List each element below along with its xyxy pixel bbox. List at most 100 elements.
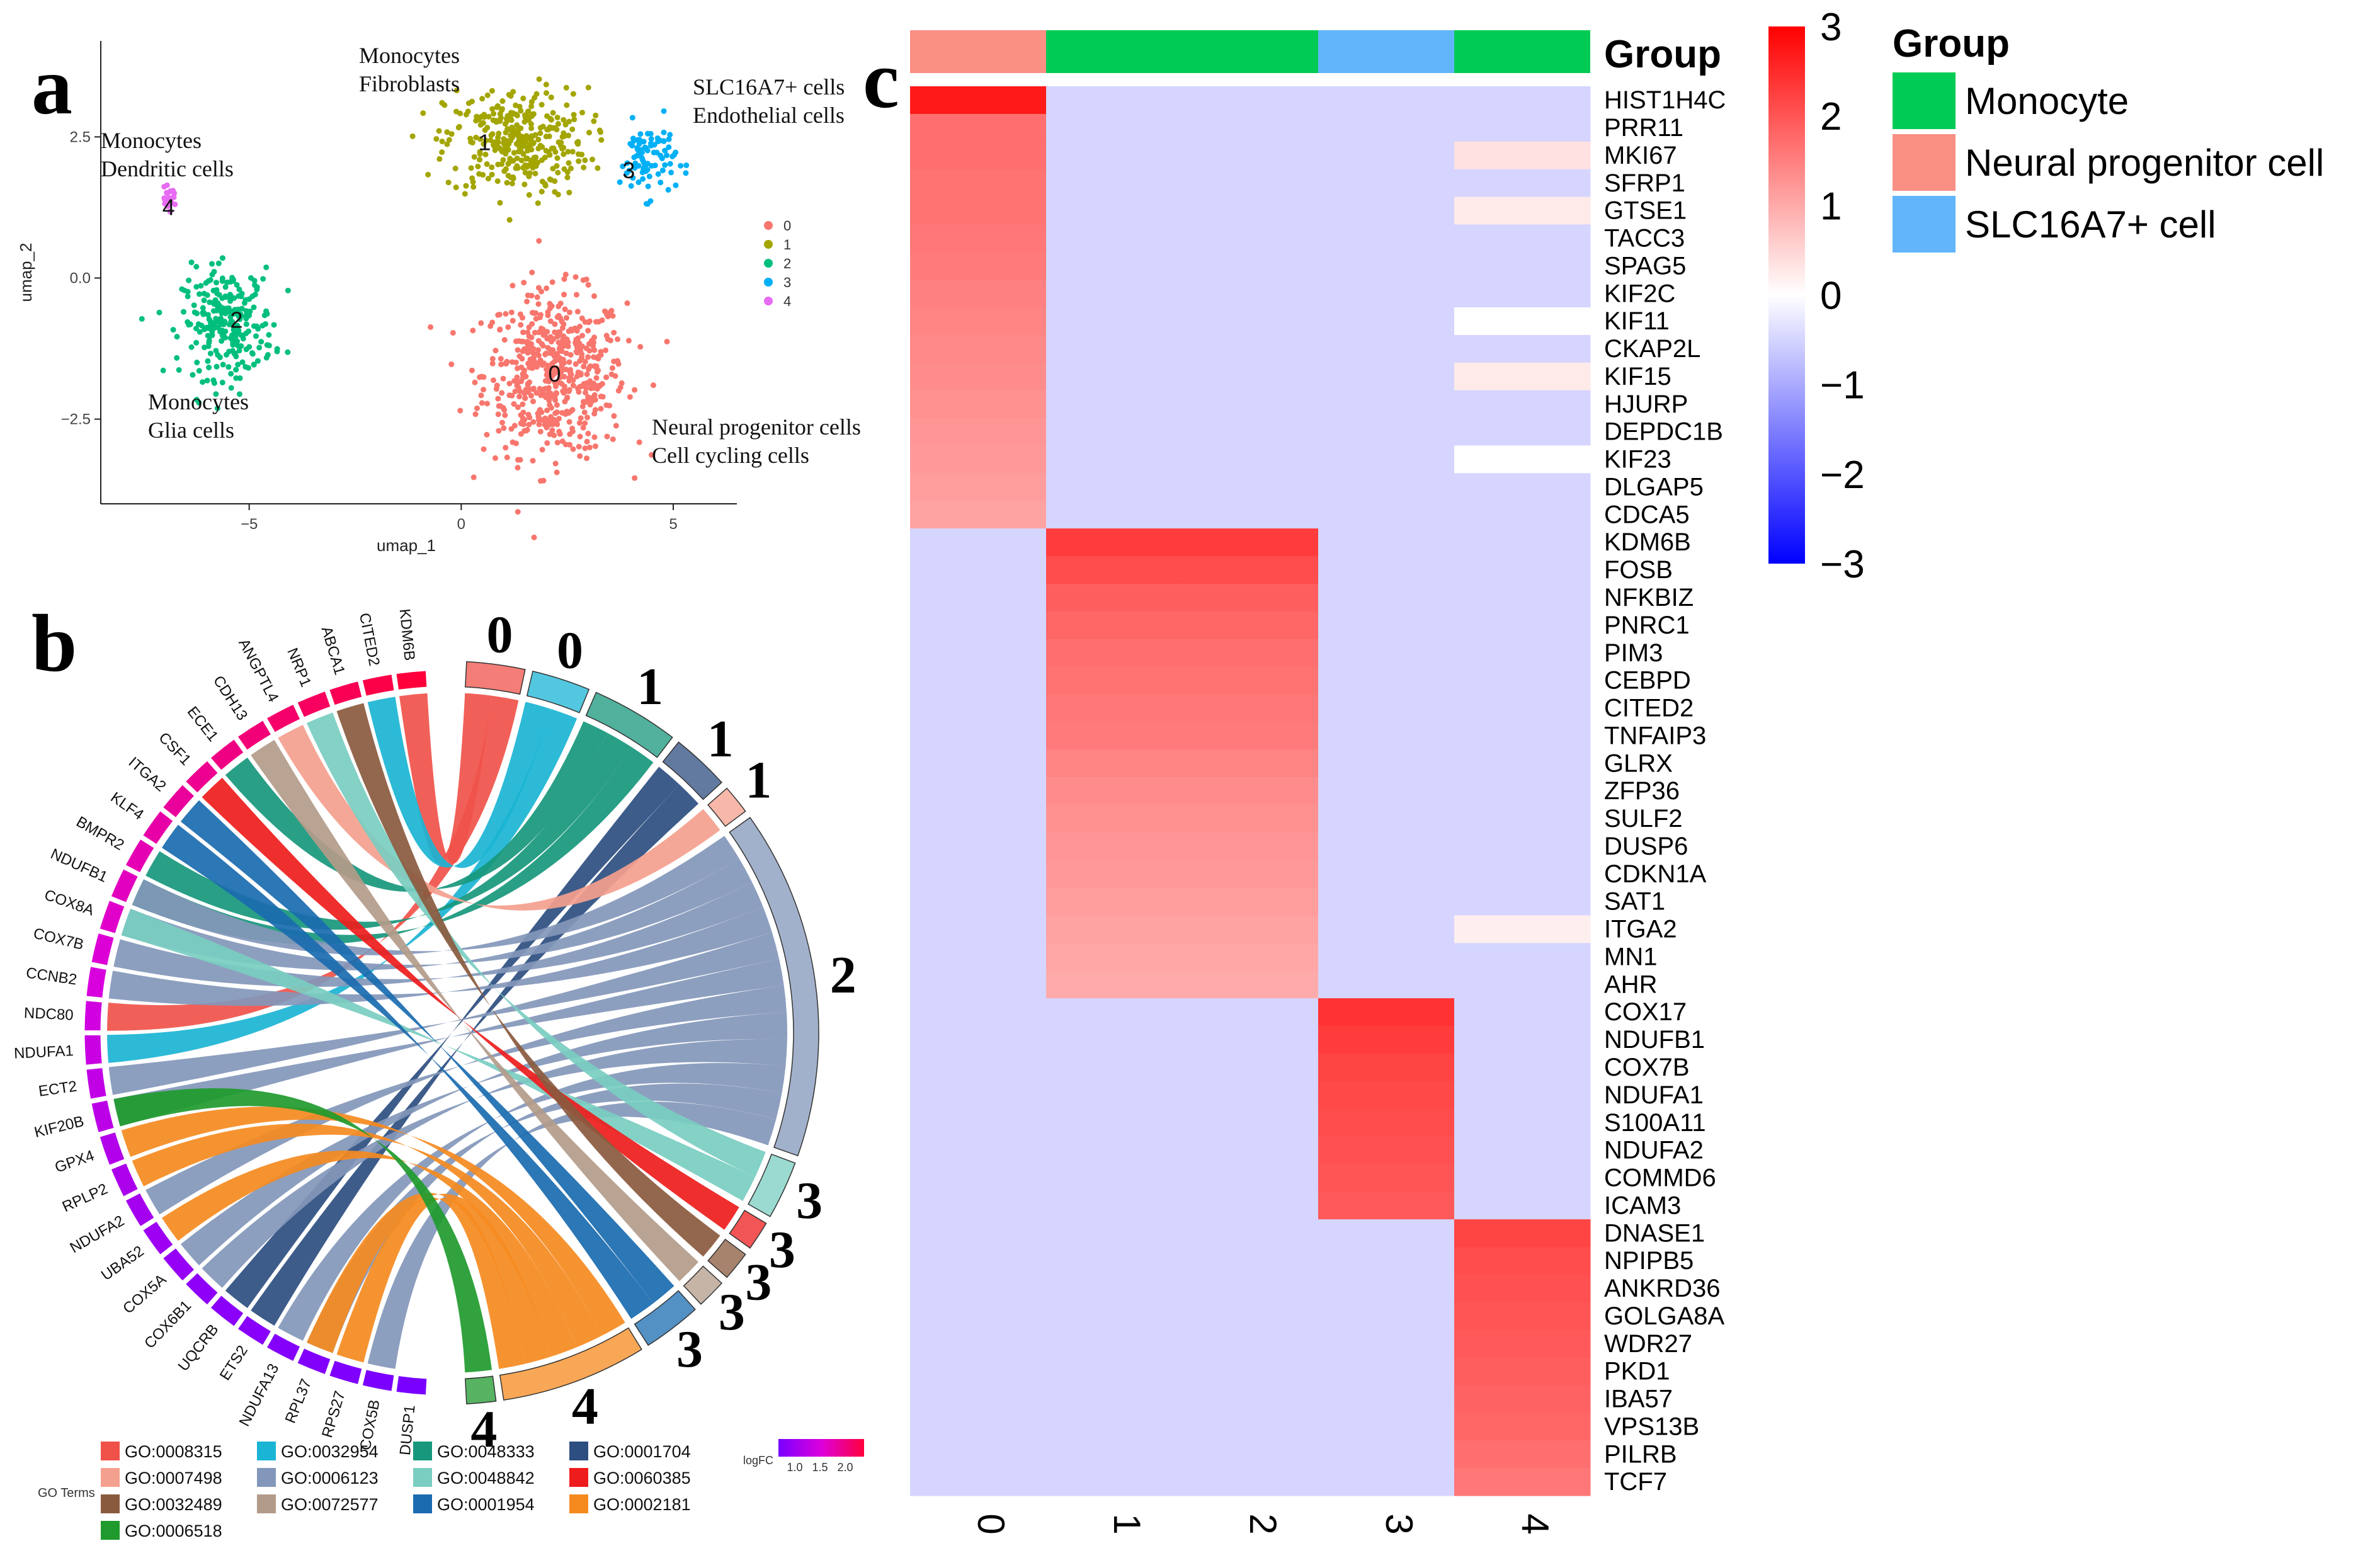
- umap-point-cluster-2: [160, 367, 166, 373]
- heatmap-cell: [910, 1329, 1047, 1358]
- umap-point-cluster-2: [210, 377, 217, 384]
- panel-letter-c: c: [863, 35, 899, 125]
- umap-point-cluster-0: [545, 312, 551, 319]
- umap-point-cluster-1: [528, 121, 534, 127]
- chord-gene-label-CCNB2: CCNB2: [25, 964, 77, 988]
- chord-gene-segment-COX5A: [162, 1248, 195, 1282]
- heatmap-cell: [1454, 639, 1591, 668]
- umap-point-cluster-1: [516, 144, 523, 150]
- chord-gene-label-CDH13: CDH13: [210, 673, 251, 724]
- chord-term-segment-GO:0002181: [499, 1327, 642, 1401]
- umap-point-cluster-0: [525, 385, 532, 391]
- umap-point-cluster-0: [572, 361, 579, 367]
- go-legend-label-GO:0001954: GO:0001954: [437, 1495, 535, 1514]
- umap-point-cluster-0: [527, 379, 533, 385]
- chord-ribbon-GO:0006123-NDUFA2: [145, 985, 787, 1215]
- umap-point-cluster-0: [609, 365, 615, 371]
- chord-ribbon-GO:0006123-KIF20B: [113, 959, 784, 1127]
- umap-point-cluster-2: [194, 360, 200, 366]
- heatmap-cell: [1182, 943, 1319, 971]
- umap-point-cluster-0: [599, 317, 605, 324]
- heatmap-cell: [1046, 1081, 1183, 1110]
- heatmap-cell: [1182, 1026, 1319, 1054]
- heatmap-cell: [1454, 860, 1591, 889]
- umap-point-cluster-3: [655, 171, 661, 177]
- heatmap-row-label-ITGA2: ITGA2: [1604, 916, 1677, 943]
- chord-ribbon-GO:0032954-CITED2: [367, 697, 552, 868]
- umap-point-cluster-0: [561, 276, 567, 282]
- umap-point-cluster-1: [489, 106, 496, 112]
- logfc-colorbar-tick: 2.0: [837, 1461, 853, 1474]
- heatmap-cell: [1182, 832, 1319, 861]
- umap-point-cluster-1: [593, 112, 599, 118]
- chord-gene-segment-RPL37: [297, 1348, 331, 1375]
- heatmap-cell: [1182, 887, 1319, 916]
- umap-point-cluster-2: [208, 261, 215, 267]
- umap-point-cluster-2: [263, 321, 269, 327]
- umap-point-cluster-0: [574, 309, 581, 315]
- chord-gene-segment-KIF20B: [91, 1100, 115, 1134]
- umap-point-cluster-1: [549, 145, 555, 152]
- umap-point-cluster-0: [536, 421, 542, 428]
- umap-point-cluster-0: [610, 313, 616, 319]
- chord-gene-segment-ABCA1: [329, 681, 363, 706]
- heatmap-cell: [1182, 280, 1319, 308]
- umap-point-cluster-2: [207, 350, 214, 356]
- umap-point-cluster-3: [673, 149, 679, 156]
- umap-point-cluster-0: [564, 395, 570, 401]
- heatmap-row-label-HIST1H4C: HIST1H4C: [1604, 86, 1726, 114]
- chord-ribbon-GO:0006123-NDUFB1: [132, 836, 739, 955]
- umap-point-cluster-0: [577, 433, 583, 440]
- chord-ribbon-GO:0072577-CDH13: [251, 739, 699, 1282]
- umap-point-cluster-1: [543, 147, 549, 154]
- chord-term-segment-GO:0006518: [464, 1375, 497, 1404]
- chord-term-segment-GO:0001704: [662, 741, 723, 800]
- heatmap-cell: [910, 418, 1047, 446]
- umap-point-cluster-0: [515, 404, 521, 411]
- umap-point-cluster-1: [582, 157, 588, 163]
- umap-point-cluster-0: [495, 312, 501, 318]
- umap-point-cluster-1: [508, 110, 514, 116]
- heatmap-cell: [910, 141, 1047, 170]
- umap-point-cluster-0: [608, 371, 615, 377]
- chord-ribbon-GO:0006123-NDUFA13: [278, 1062, 786, 1341]
- umap-point-cluster-0: [624, 300, 630, 306]
- chord-term-segment-GO:0048333: [585, 691, 673, 758]
- umap-point-cluster-0: [510, 317, 516, 324]
- heatmap-cell: [1454, 998, 1591, 1027]
- heatmap-cell: [1182, 1192, 1319, 1220]
- umap-point-cluster-2: [139, 316, 145, 322]
- umap-point-cluster-2: [231, 327, 237, 333]
- umap-point-cluster-1: [470, 179, 476, 185]
- go-legend-swatch-GO:0008315: [101, 1442, 120, 1460]
- chord-gene-label-GPX4: GPX4: [53, 1147, 96, 1176]
- go-legend-label-GO:0007498: GO:0007498: [125, 1469, 222, 1488]
- umap-point-cluster-0: [582, 358, 588, 365]
- umap-point-cluster-2: [256, 344, 263, 351]
- heatmap-cell: [1046, 666, 1183, 695]
- umap-point-cluster-1: [543, 81, 549, 88]
- heatmap-cell: [1318, 196, 1455, 225]
- umap-point-cluster-0: [601, 308, 608, 314]
- chord-term-cluster-label: 2: [830, 946, 857, 1004]
- heatmap-cell: [1046, 749, 1183, 778]
- umap-point-cluster-1: [477, 157, 483, 163]
- heatmap-row-label-PIM3: PIM3: [1604, 639, 1663, 667]
- chord-ribbon-GO:0002181-UBA52: [161, 1150, 578, 1357]
- umap-point-cluster-2: [193, 326, 199, 332]
- umap-point-cluster-1: [595, 165, 601, 171]
- heatmap-cell: [1318, 1081, 1455, 1110]
- heatmap-cell: [1454, 1440, 1591, 1469]
- heatmap-cell: [1318, 528, 1455, 557]
- umap-point-cluster-2: [224, 279, 230, 285]
- umap-point-cluster-1: [521, 181, 528, 188]
- heatmap-cell: [1182, 1108, 1319, 1137]
- umap-point-cluster-3: [639, 169, 646, 176]
- chord-gene-segment-UBA52: [142, 1220, 174, 1256]
- heatmap-cell: [910, 445, 1047, 474]
- umap-scatter-plot: −5 0 5 −2.5 0.0 2.5 umap_1 umap_2 0 1 2 3 4 Monocyt…: [16, 41, 861, 555]
- chord-ribbon-GO:0001954-KLF4: [161, 824, 654, 1319]
- umap-point-cluster-0: [516, 338, 522, 344]
- umap-point-cluster-0: [591, 392, 598, 398]
- heatmap-column-label-0: 0: [970, 1513, 1012, 1534]
